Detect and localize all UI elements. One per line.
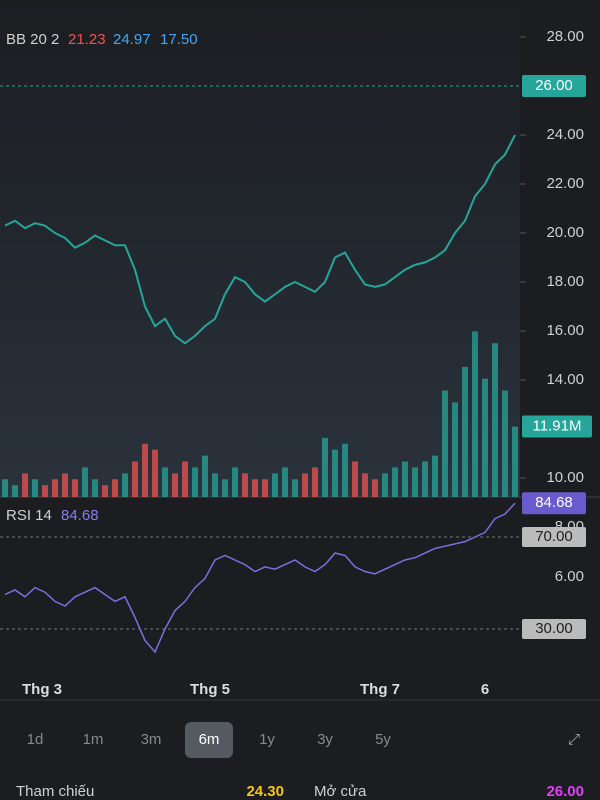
- volume-bar: [112, 479, 118, 497]
- volume-bar: [332, 449, 338, 497]
- time-label: 6: [481, 681, 489, 698]
- volume-bar: [22, 473, 28, 497]
- price-line: [4, 134, 516, 345]
- volume-bar: [152, 449, 158, 497]
- price-tick-label: 18.00: [546, 273, 584, 290]
- volume-bar: [492, 343, 498, 497]
- rsi-axis-label: 6.00: [555, 568, 584, 585]
- volume-bar: [272, 473, 278, 497]
- range-button[interactable]: 3m: [141, 731, 162, 748]
- volume-bar: [162, 467, 168, 497]
- volume-tag: [522, 415, 592, 438]
- volume-bar: [202, 455, 208, 497]
- rsi-level-label: 70.00: [535, 528, 573, 545]
- price-tick-label: 24.00: [546, 126, 584, 143]
- volume-bar: [402, 461, 408, 497]
- bb-middle: 21.23: [68, 31, 106, 48]
- volume-bar: [382, 473, 388, 497]
- ref-value: 24.30: [246, 783, 284, 800]
- volume-bar: [412, 467, 418, 497]
- rsi-tag: [522, 492, 586, 515]
- volume-bar: [462, 366, 468, 497]
- volume-bar: [242, 473, 248, 497]
- last-price-tag: [522, 75, 586, 97]
- volume-bar: [282, 467, 288, 497]
- price-tick-label: 10.00: [546, 469, 584, 486]
- volume-bar: [362, 473, 368, 497]
- volume-bar: [52, 479, 58, 497]
- last-price-label: 26.00: [535, 77, 573, 94]
- volume-bar: [212, 473, 218, 497]
- time-label: Thg 7: [360, 681, 400, 698]
- volume-bar: [2, 479, 8, 497]
- time-label: Thg 5: [190, 681, 230, 698]
- price-tick-label: 22.00: [546, 175, 584, 192]
- volume-bar: [82, 467, 88, 497]
- price-tick-label: 20.00: [546, 224, 584, 241]
- price-tick-label: 16.00: [546, 322, 584, 339]
- volume-bar: [252, 479, 258, 497]
- volume-bar: [322, 437, 328, 497]
- range-selected: [185, 722, 233, 758]
- volume-bar: [372, 479, 378, 497]
- bb-lower: 17.50: [160, 31, 198, 48]
- volume-bar: [92, 479, 98, 497]
- volume-bar: [42, 485, 48, 497]
- chart-area: [0, 0, 520, 497]
- volume-bar: [32, 479, 38, 497]
- volume-bar: [482, 378, 488, 497]
- volume-bar: [222, 479, 228, 497]
- volume-bar: [72, 479, 78, 497]
- volume-bar: [132, 461, 138, 497]
- volume-bar: [502, 390, 508, 497]
- range-button[interactable]: 3y: [317, 731, 333, 748]
- volume-bar: [302, 473, 308, 497]
- range-button[interactable]: 1d: [27, 731, 44, 748]
- volume-bar: [232, 467, 238, 497]
- range-button[interactable]: 5y: [375, 731, 391, 748]
- rsi-value: 84.68: [61, 507, 99, 524]
- volume-bar: [342, 443, 348, 497]
- volume-bar: [262, 479, 268, 497]
- volume-bar: [102, 485, 108, 497]
- volume-bar: [192, 467, 198, 497]
- rsi-tag-label: 84.68: [535, 494, 573, 511]
- rsi-level-tag: [522, 619, 586, 639]
- volume-bar: [142, 443, 148, 497]
- volume-bar: [422, 461, 428, 497]
- rsi-level-tag: [522, 527, 586, 547]
- volume-bar: [452, 402, 458, 497]
- time-label: Thg 3: [22, 681, 62, 698]
- volume-bar: [122, 473, 128, 497]
- rsi-level-label: 30.00: [535, 620, 573, 637]
- expand-icon[interactable]: ⤢: [568, 731, 581, 748]
- volume-bar: [392, 467, 398, 497]
- volume-label: 11.91M: [533, 418, 582, 435]
- ref-label: Tham chiếu: [16, 783, 94, 800]
- rsi-line: [4, 502, 516, 654]
- price-tick-label: 28.00: [546, 28, 584, 45]
- volume-bar: [442, 390, 448, 497]
- open-value: 26.00: [546, 783, 584, 800]
- indicator-name: BB 20 2: [6, 31, 59, 48]
- volume-bar: [472, 331, 478, 497]
- range-button[interactable]: 1y: [259, 731, 275, 748]
- range-button[interactable]: 1m: [83, 731, 104, 748]
- range-button[interactable]: 6m: [199, 731, 220, 748]
- open-label: Mở cửa: [314, 783, 367, 800]
- volume-bar: [352, 461, 358, 497]
- volume-bar: [182, 461, 188, 497]
- volume-bar: [432, 455, 438, 497]
- volume-bar: [312, 467, 318, 497]
- volume-bar: [62, 473, 68, 497]
- bb-upper: 24.97: [113, 31, 151, 48]
- rsi-name: RSI 14: [6, 507, 52, 524]
- volume-bar: [512, 426, 518, 497]
- volume-bar: [172, 473, 178, 497]
- price-tick-label: 14.00: [546, 371, 584, 388]
- volume-bar: [292, 479, 298, 497]
- volume-bar: [12, 485, 18, 497]
